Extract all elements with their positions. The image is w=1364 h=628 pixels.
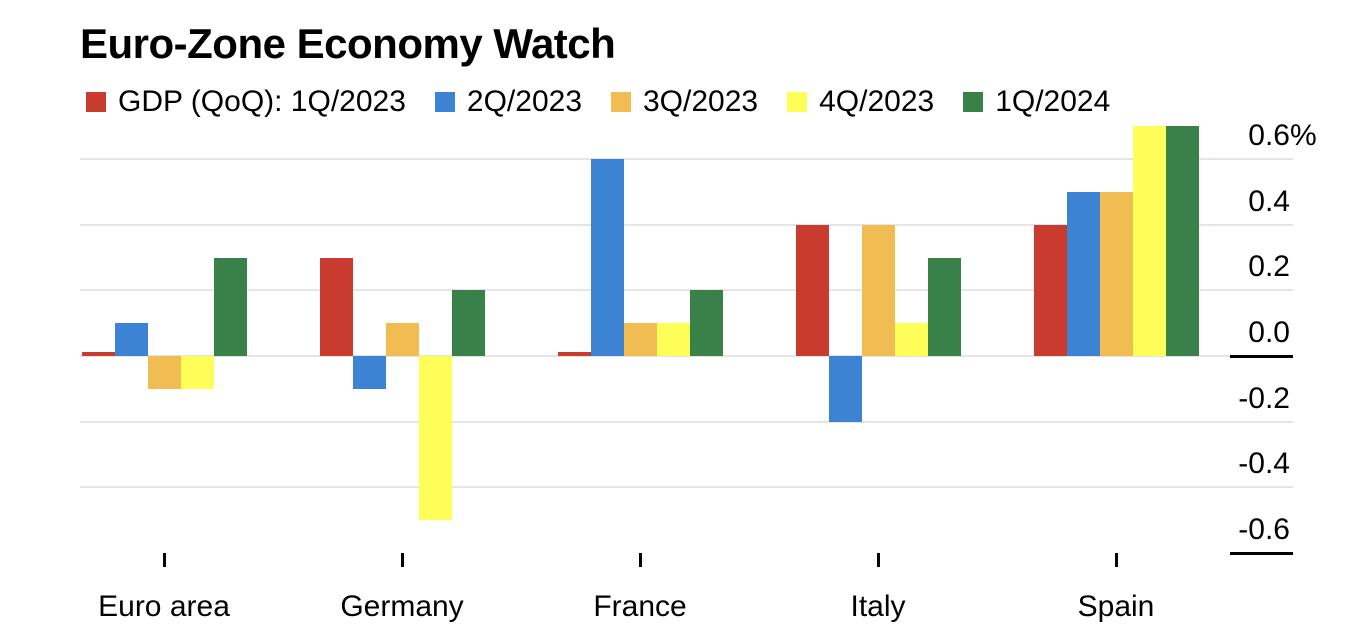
bar-spain-s4 [1132, 126, 1166, 356]
gridline-0.4 [80, 223, 1293, 226]
bar-spain-s1 [1033, 224, 1067, 356]
bar-euro-area-s4 [180, 356, 214, 389]
x-tick-france [638, 553, 642, 567]
bar-euro-area-s3 [147, 356, 181, 389]
legend-item: 4Q/2023 [787, 85, 934, 118]
bar-germany-s1 [319, 257, 353, 356]
gridline-0.2 [80, 289, 1293, 292]
legend-label: 4Q/2023 [819, 85, 935, 118]
bar-italy-s4 [894, 323, 928, 356]
legend-swatch-1 [86, 91, 106, 112]
bar-germany-s3 [385, 323, 419, 356]
bar-france-s1 [557, 352, 591, 356]
x-axis-label-spain: Spain [1077, 590, 1155, 623]
axis-marker--0.6 [1230, 551, 1293, 555]
bar-france-s4 [656, 323, 690, 356]
bar-spain-s2 [1066, 192, 1100, 356]
axis-marker-0 [1230, 355, 1293, 358]
chart-title: Euro-Zone Economy Watch [80, 20, 616, 67]
gridline--0.4 [80, 486, 1293, 489]
bar-italy-s2 [828, 356, 862, 422]
y-axis-label: 0.2 [1248, 250, 1290, 284]
bar-france-s3 [623, 323, 657, 356]
x-tick-euro-area [162, 553, 166, 567]
legend-item: 2Q/2023 [434, 85, 582, 118]
bar-italy-s5 [927, 257, 961, 356]
bar-spain-s3 [1099, 192, 1133, 356]
bar-germany-s2 [352, 356, 386, 389]
bar-italy-s1 [795, 224, 829, 356]
bar-euro-area-s1 [81, 352, 115, 356]
legend-label: 1Q/2024 [995, 85, 1111, 118]
percent-sign: % [1290, 119, 1317, 153]
legend-swatch-3 [611, 91, 631, 112]
y-axis-label: 0.6% [1248, 119, 1317, 153]
bar-france-s5 [689, 290, 723, 356]
x-axis-label-germany: Germany [340, 590, 464, 623]
gridline-0 [80, 355, 1293, 357]
x-tick-germany [400, 553, 404, 567]
x-axis-label-italy: Italy [850, 590, 906, 623]
bar-spain-s5 [1165, 126, 1199, 356]
bar-euro-area-s2 [114, 323, 148, 356]
bar-germany-s5 [451, 290, 485, 356]
legend-label: 2Q/2023 [466, 85, 582, 118]
x-tick-italy [876, 553, 880, 567]
y-axis-label: -0.4 [1238, 447, 1290, 481]
gridline--0.2 [80, 420, 1293, 423]
chart-legend: GDP (QoQ): 1Q/2023 2Q/2023 3Q/2023 4Q/2023 1… [86, 85, 1110, 118]
y-axis-label: 0.4 [1248, 184, 1290, 218]
bar-euro-area-s5 [213, 257, 247, 356]
legend-item: 3Q/2023 [611, 85, 758, 118]
legend-swatch-5 [963, 91, 984, 112]
x-axis-label-euro-area: Euro area [98, 590, 230, 623]
x-axis-label-france: France [593, 590, 687, 623]
legend-swatch-4 [787, 91, 808, 112]
bar-germany-s4 [418, 356, 452, 520]
bar-france-s2 [590, 159, 624, 356]
gridline-0.6 [80, 158, 1293, 161]
legend-item: GDP (QoQ): 1Q/2023 [86, 85, 406, 118]
y-axis-label: 0.0 [1248, 316, 1290, 349]
legend-label: 3Q/2023 [643, 85, 759, 118]
legend-swatch-2 [434, 91, 455, 112]
y-axis-label: -0.6 [1238, 512, 1290, 546]
y-axis-label: -0.2 [1238, 381, 1290, 415]
x-tick-spain [1114, 553, 1118, 567]
bar-italy-s3 [861, 224, 895, 356]
legend-label: GDP (QoQ): 1Q/2023 [118, 85, 406, 118]
legend-item: 1Q/2024 [963, 85, 1110, 118]
